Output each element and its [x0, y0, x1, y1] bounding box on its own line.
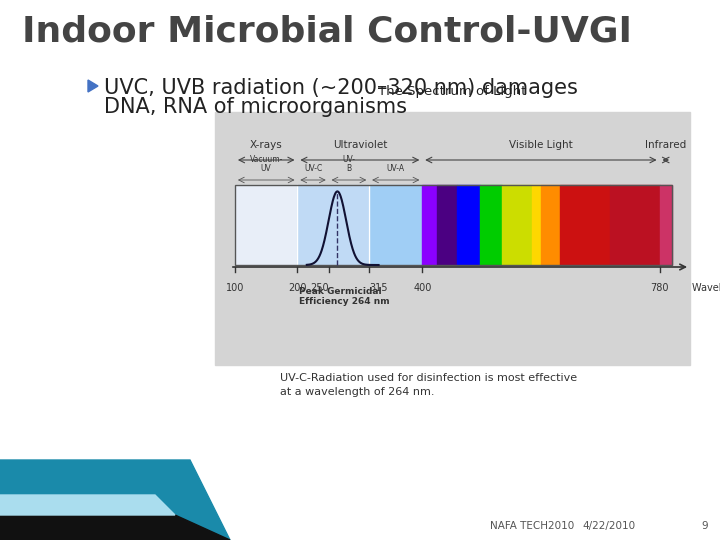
Bar: [502, 185, 531, 265]
Text: X-rays: X-rays: [250, 140, 282, 150]
Bar: [369, 185, 423, 265]
Text: UVC, UVB radiation (~200–320 nm) damages: UVC, UVB radiation (~200–320 nm) damages: [104, 78, 578, 98]
Bar: [235, 185, 297, 265]
Polygon shape: [0, 515, 230, 540]
Text: Vacuum-
UV: Vacuum- UV: [250, 155, 283, 173]
Text: 200: 200: [288, 283, 307, 293]
Text: Peak Germicidal: Peak Germicidal: [300, 287, 382, 296]
Text: UV-C-Radiation used for disinfection is most effective: UV-C-Radiation used for disinfection is …: [280, 373, 577, 383]
Text: 100: 100: [226, 283, 244, 293]
Bar: [456, 185, 480, 265]
Text: The Spectrum of Light: The Spectrum of Light: [378, 85, 527, 98]
Bar: [559, 185, 610, 265]
Polygon shape: [0, 495, 175, 515]
Bar: [660, 185, 672, 265]
Text: UV-
B: UV- B: [343, 155, 356, 173]
Text: Visible Light: Visible Light: [509, 140, 573, 150]
Text: 780: 780: [650, 283, 669, 293]
Bar: [610, 185, 660, 265]
Polygon shape: [0, 460, 230, 540]
Bar: [541, 185, 559, 265]
Polygon shape: [88, 80, 98, 92]
Text: at a wavelength of 264 nm.: at a wavelength of 264 nm.: [280, 387, 434, 397]
Bar: [437, 185, 456, 265]
Text: 9: 9: [701, 521, 708, 531]
Text: 250: 250: [310, 283, 328, 293]
Text: Indoor Microbial Control-UVGI: Indoor Microbial Control-UVGI: [22, 15, 632, 49]
Text: 315: 315: [369, 283, 388, 293]
Bar: [235, 185, 672, 265]
Text: UV-A: UV-A: [387, 164, 405, 173]
Text: Efficiency 264 nm: Efficiency 264 nm: [300, 297, 390, 306]
Bar: [423, 185, 437, 265]
Bar: [480, 185, 502, 265]
Text: Wavelength (nm): Wavelength (nm): [692, 283, 720, 293]
Text: NAFA TECH2010: NAFA TECH2010: [490, 521, 575, 531]
Text: Ultraviolet: Ultraviolet: [333, 140, 387, 150]
Text: 4/22/2010: 4/22/2010: [582, 521, 635, 531]
Text: Infrared: Infrared: [645, 140, 686, 150]
Bar: [531, 185, 541, 265]
Text: 400: 400: [413, 283, 431, 293]
Text: DNA, RNA of microorganisms: DNA, RNA of microorganisms: [104, 97, 407, 117]
Bar: [215, 112, 690, 365]
Text: UV-C: UV-C: [304, 164, 322, 173]
Bar: [297, 185, 369, 265]
